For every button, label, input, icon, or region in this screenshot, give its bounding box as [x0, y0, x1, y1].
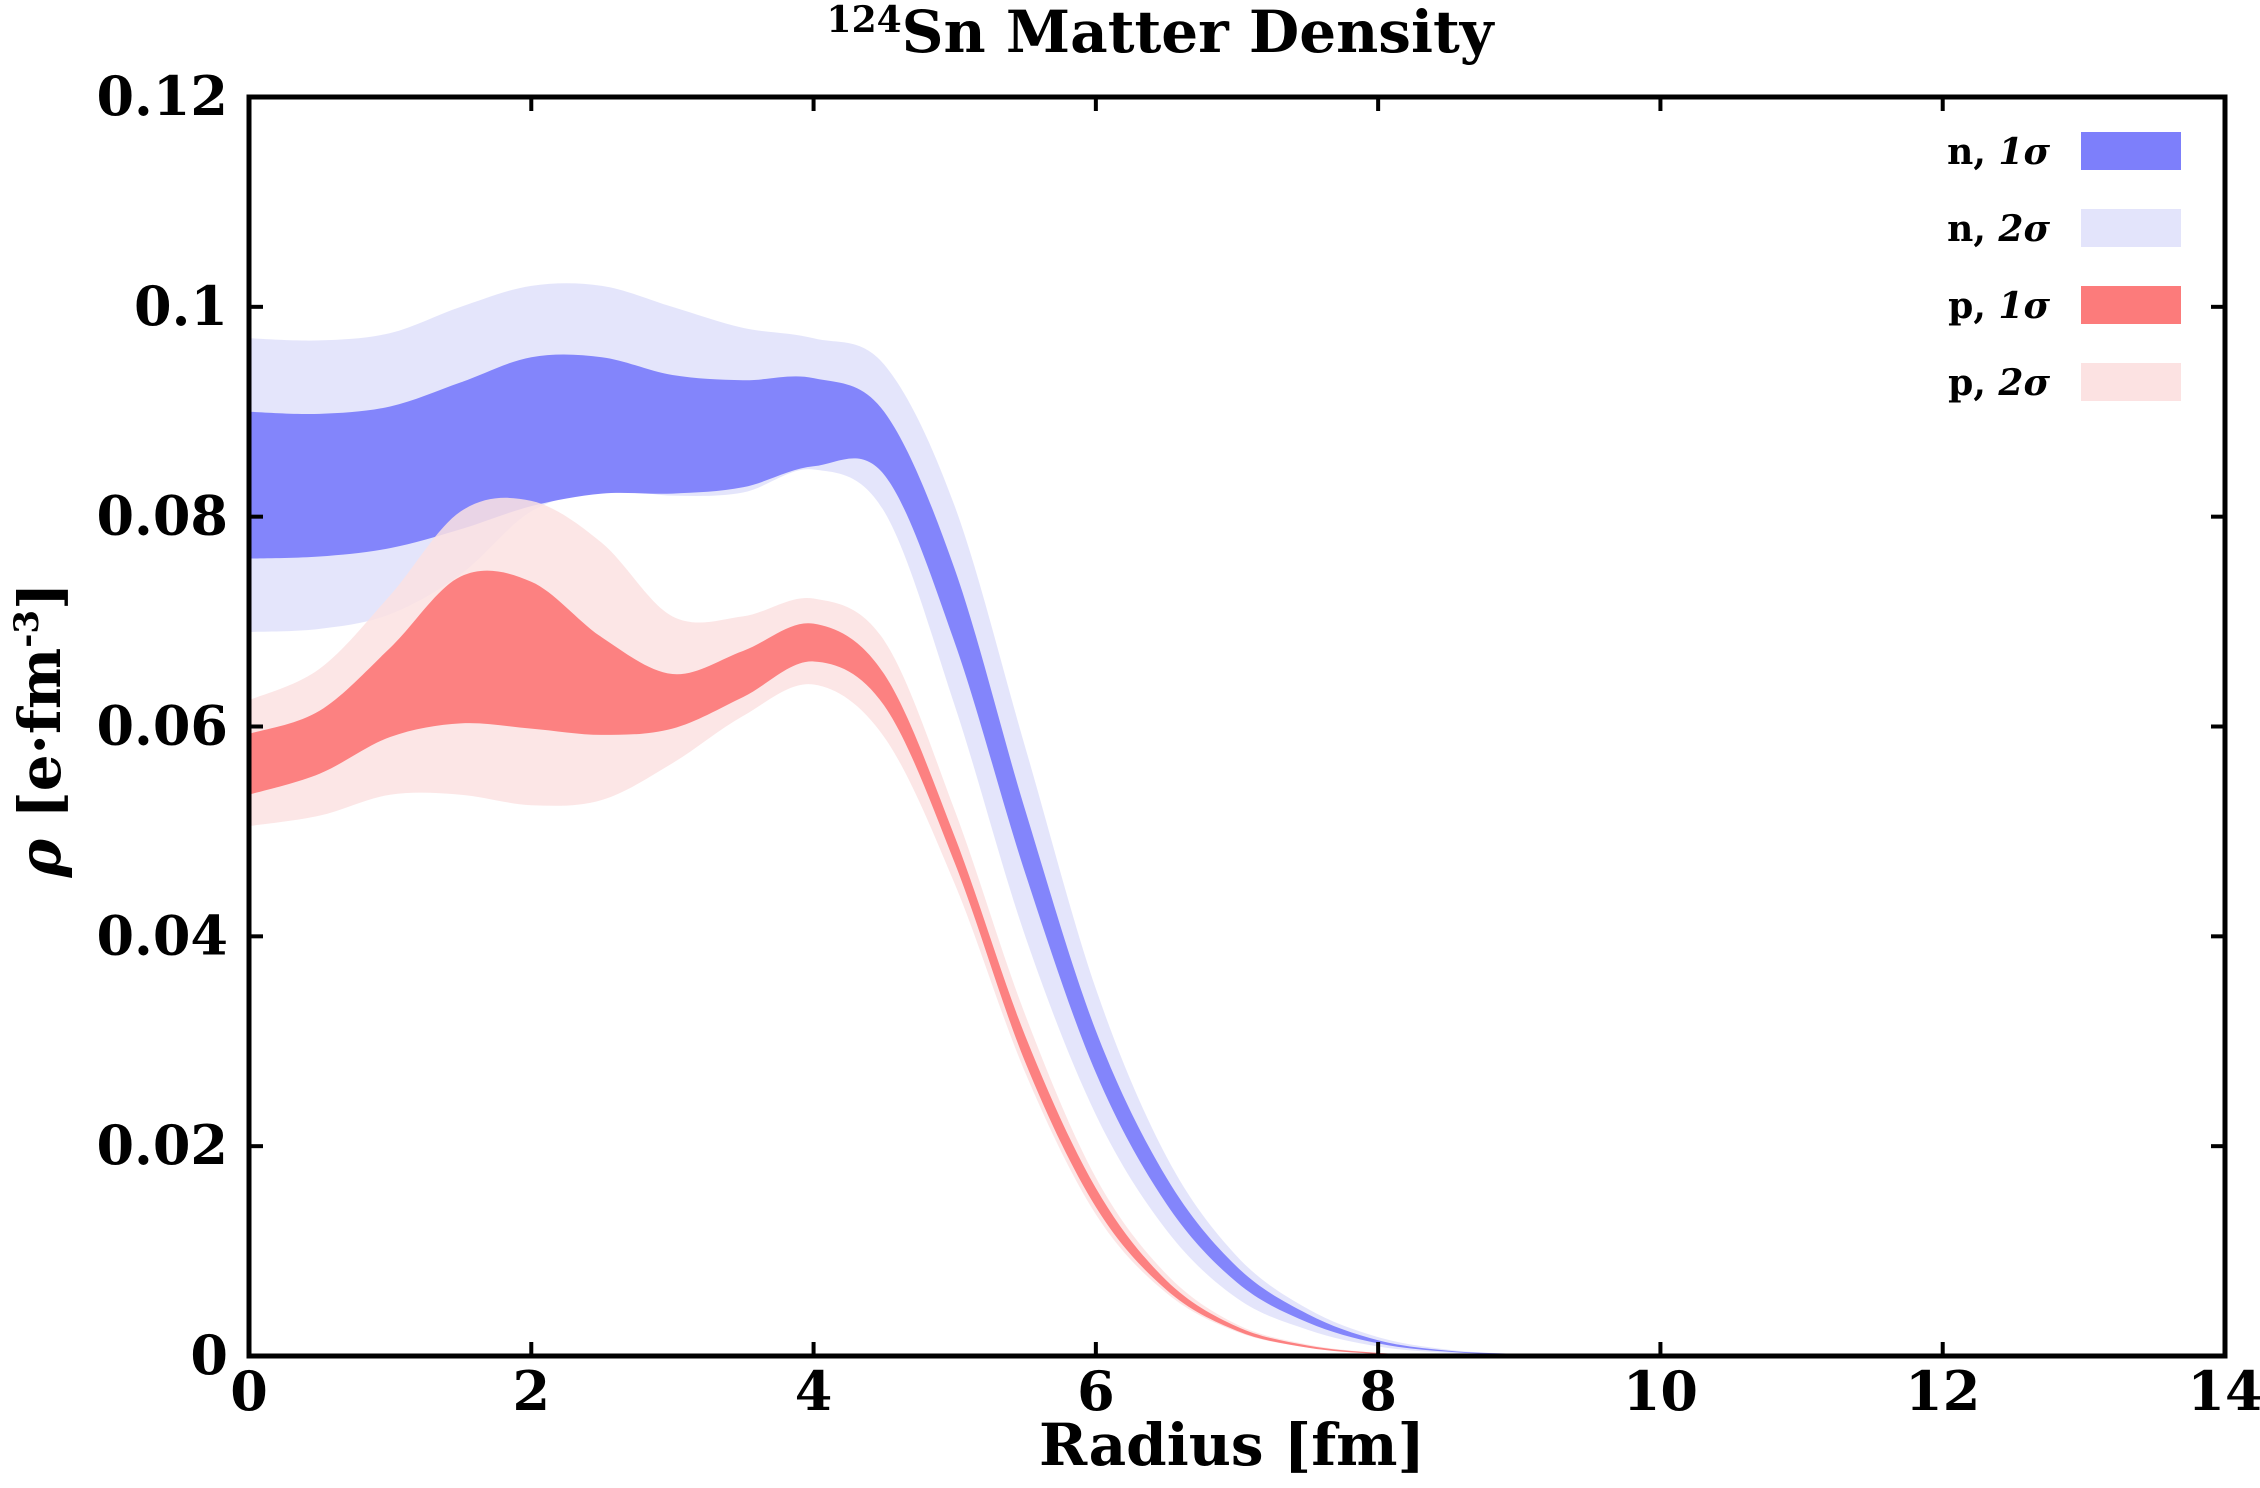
- legend-swatch: [2081, 209, 2181, 247]
- x-tick-label: 10: [1623, 1359, 1698, 1423]
- legend-item: n, 2σ: [1947, 208, 2181, 250]
- legend-label: p, 1σ: [1948, 285, 2050, 327]
- title-main: Sn Matter Density: [902, 0, 1496, 66]
- y-tick-label: 0: [190, 1323, 228, 1387]
- y-tick-label: 0.04: [96, 903, 228, 967]
- legend-item: p, 1σ: [1948, 285, 2181, 327]
- x-tick-label: 2: [512, 1359, 550, 1423]
- x-tick-label: 4: [795, 1359, 833, 1423]
- x-tick-label: 8: [1359, 1359, 1397, 1423]
- legend-item: n, 1σ: [1947, 131, 2181, 173]
- x-tick-label: 14: [2187, 1359, 2260, 1423]
- x-axis-title: Radius [fm]: [1039, 1411, 1425, 1479]
- legend-label: p, 2σ: [1948, 362, 2050, 404]
- legend-item: p, 2σ: [1948, 362, 2181, 404]
- legend-swatch: [2081, 363, 2181, 401]
- legend-swatch: [2081, 132, 2181, 170]
- x-tick-label: 6: [1077, 1359, 1115, 1423]
- y-axis-close: ]: [6, 583, 74, 610]
- y-tick-label: 0.12: [96, 64, 228, 128]
- band-proton-1sigma: [249, 570, 1661, 1357]
- tick-labels: 0 2 4 6 8 10 12 14 0 0.02 0.04 0.06 0.08 0.1 0.12: [96, 64, 2260, 1423]
- y-axis-symbol: ρ: [6, 838, 74, 878]
- y-axis-exponent: -3: [7, 610, 47, 648]
- y-tick-label: 0.06: [96, 694, 228, 758]
- title-superscript: 124: [827, 0, 902, 41]
- band-neutron-2sigma: [249, 283, 1661, 1357]
- legend-label: n, 1σ: [1947, 131, 2050, 173]
- x-tick-label: 0: [230, 1359, 268, 1423]
- y-tick-label: 0.1: [134, 274, 228, 338]
- band-neutron-1sigma: [249, 354, 1661, 1357]
- x-tick-label: 12: [1905, 1359, 1980, 1423]
- axis-ticks: [247, 95, 2227, 1358]
- legend-swatch: [2081, 286, 2181, 324]
- legend-label: n, 2σ: [1947, 208, 2050, 250]
- y-tick-label: 0.02: [96, 1113, 228, 1177]
- legend: n, 1σ n, 2σ p, 1σ p, 2σ: [1947, 131, 2181, 404]
- y-tick-label: 0.08: [96, 484, 228, 548]
- y-axis-title: ρ [e·fm-3]: [6, 583, 74, 879]
- density-bands: [249, 283, 1661, 1357]
- chart-title: 124Sn Matter Density: [827, 0, 1496, 66]
- y-axis-unit: [e·fm: [6, 648, 74, 819]
